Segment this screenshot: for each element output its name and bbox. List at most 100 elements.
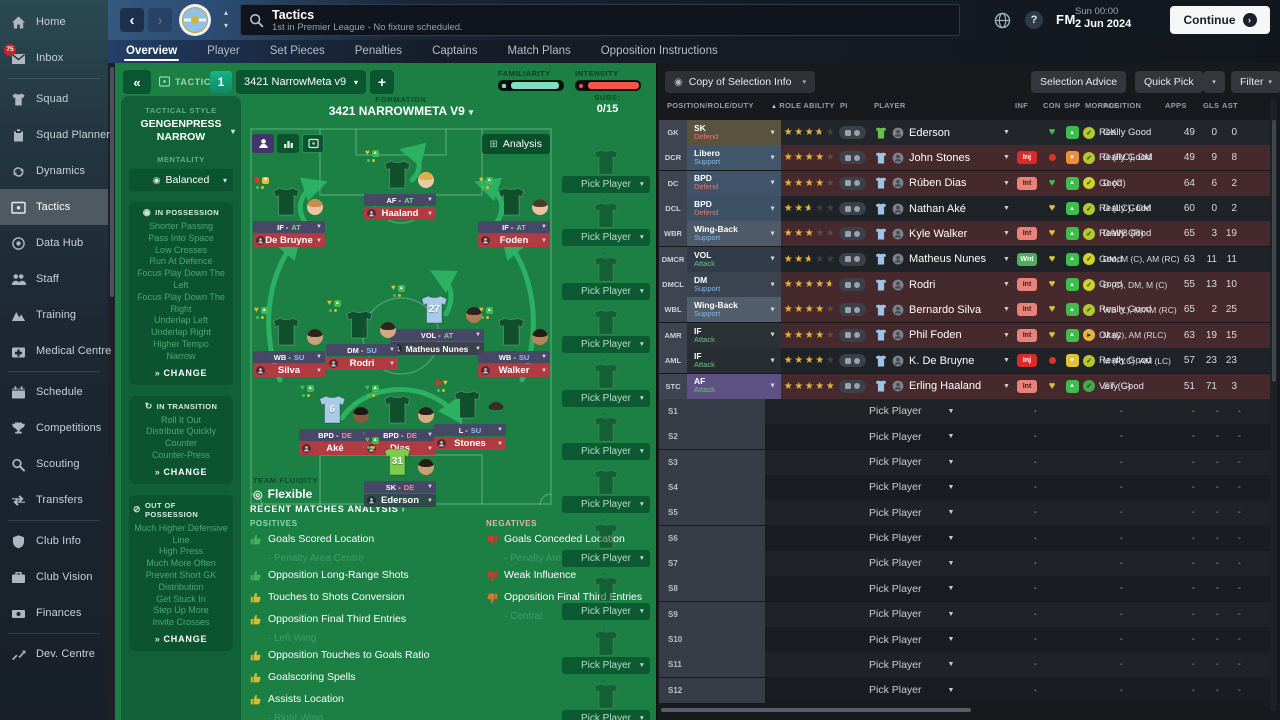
player-name[interactable]: Phil Foden xyxy=(909,329,962,342)
player-name-dropdown[interactable]: Matheus Nunes ▼ xyxy=(390,342,484,355)
player-name-dropdown[interactable]: Silva ▼ xyxy=(253,364,325,377)
tactical-style-dropdown[interactable]: GENGENPRESS NARROW ▾ xyxy=(140,118,235,143)
player-name[interactable]: Rodri xyxy=(909,278,936,291)
pick-player-dropdown[interactable]: Pick Player ▼ xyxy=(869,658,955,671)
sidebar-item-squad-planner[interactable]: Squad Planner xyxy=(0,117,110,153)
pick-player-dropdown[interactable]: Pick Player ▼ xyxy=(869,481,955,494)
sidebar-item-tactics[interactable]: Tactics xyxy=(0,189,108,225)
player-name[interactable]: Ederson xyxy=(909,126,950,139)
role-duty-dropdown[interactable]: AF Attack ▼ xyxy=(687,373,781,399)
sidebar-item-squad[interactable]: Squad xyxy=(0,81,108,117)
pick-player-dropdown[interactable]: Pick Player ▼ xyxy=(869,633,955,646)
pick-player-dropdown[interactable]: Pick Player ▼ xyxy=(562,656,650,674)
column-header-apps[interactable]: APPS xyxy=(1165,101,1187,110)
role-duty-dropdown[interactable]: BPD Defend ▼ xyxy=(687,170,781,196)
player-role-dropdown[interactable]: IF - AT ▼ xyxy=(478,221,550,233)
tab-match-plans[interactable]: Match Plans xyxy=(507,44,571,57)
selection-advice-button[interactable]: Selection Advice xyxy=(1031,71,1127,93)
player-name-dropdown[interactable]: Foden ▼ xyxy=(478,234,550,247)
role-duty-dropdown[interactable]: SK Defend ▼ xyxy=(687,120,781,145)
pick-player-dropdown[interactable]: Pick Player ▼ xyxy=(562,389,650,407)
sidebar-item-club-info[interactable]: Club Info xyxy=(0,523,108,559)
player-name[interactable]: Bernardo Silva xyxy=(909,303,982,316)
sidebar-item-staff[interactable]: Staff xyxy=(0,261,108,297)
sidebar-scrollbar[interactable] xyxy=(108,63,115,720)
column-header-shp[interactable]: SHP xyxy=(1064,101,1081,110)
column-header-gls[interactable]: GLS xyxy=(1203,101,1220,110)
quick-pick-button[interactable]: Quick Pick xyxy=(1135,71,1203,93)
tactic-slot-badge[interactable]: 1 xyxy=(210,71,232,93)
column-header-ast[interactable]: AST xyxy=(1222,101,1238,110)
column-header-position[interactable]: POSITION xyxy=(1103,101,1142,110)
add-tactic-button[interactable]: + xyxy=(370,70,394,94)
player-instructions-cell[interactable] xyxy=(839,323,869,348)
view-selector-dropdown[interactable]: ◉ Copy of Selection Info ▾ xyxy=(665,71,815,93)
table-vertical-scrollbar[interactable] xyxy=(1270,99,1277,711)
player-instructions-cell[interactable] xyxy=(839,348,869,373)
sidebar-item-club-vision[interactable]: Club Vision xyxy=(0,559,108,595)
pick-player-dropdown[interactable]: Pick Player ▼ xyxy=(562,229,650,247)
player-role-dropdown[interactable]: SK - DE ▼ xyxy=(364,481,436,493)
pick-player-dropdown[interactable]: Pick Player ▼ xyxy=(869,456,955,469)
board-view-button[interactable] xyxy=(302,134,324,153)
sidebar-item-dev-centre[interactable]: Dev. Centre xyxy=(0,636,108,672)
pick-player-dropdown[interactable]: Pick Player ▼ xyxy=(869,582,955,595)
club-crest[interactable] xyxy=(178,3,212,37)
player-instructions-cell[interactable] xyxy=(839,145,869,170)
tactic-preset-dropdown[interactable]: 3421 NarrowMeta v9 ▾ xyxy=(236,70,366,94)
column-header-position-role-duty[interactable]: POSITION/ROLE/DUTY xyxy=(667,101,754,110)
pick-player-dropdown[interactable]: Pick Player ▼ xyxy=(562,496,650,514)
pick-player-dropdown[interactable]: Pick Player ▼ xyxy=(869,532,955,545)
player-name-dropdown[interactable]: Walker ▼ xyxy=(478,364,550,377)
player-name-dropdown[interactable]: Aké▼ xyxy=(299,442,371,455)
sidebar-item-scouting[interactable]: Scouting xyxy=(0,446,108,482)
role-duty-dropdown[interactable]: Wing-Back Support ▼ xyxy=(687,221,781,247)
player-name-dropdown[interactable]: Stones ▼ xyxy=(434,437,506,450)
player-name[interactable]: Nathan Aké xyxy=(909,202,966,215)
pick-player-dropdown[interactable]: Pick Player ▼ xyxy=(562,443,650,460)
sidebar-item-competitions[interactable]: Competitions xyxy=(0,410,108,446)
change-instructions-button[interactable]: » CHANGE xyxy=(154,367,208,378)
player-role-dropdown[interactable]: VOL - AT ▼ xyxy=(390,329,484,341)
panel-collapse-chevrons[interactable]: ▴ ▾ xyxy=(224,8,229,30)
player-name[interactable]: Erling Haaland xyxy=(909,380,982,392)
sidebar-item-home[interactable]: Home xyxy=(0,4,108,40)
column-header-pi[interactable]: PI xyxy=(840,101,848,110)
player-name[interactable]: John Stones xyxy=(909,151,971,164)
player-role-dropdown[interactable]: BPD -DE▼ xyxy=(299,429,371,441)
back-button[interactable]: ‹ xyxy=(120,8,144,32)
tab-opposition-instructions[interactable]: Opposition Instructions xyxy=(600,44,718,57)
role-duty-dropdown[interactable]: Libero Support ▼ xyxy=(687,145,781,171)
continue-button[interactable]: Continue › xyxy=(1170,6,1270,34)
sidebar-item-data-hub[interactable]: Data Hub xyxy=(0,225,108,261)
tab-captains[interactable]: Captains xyxy=(432,44,478,57)
role-duty-dropdown[interactable]: IF Attack ▼ xyxy=(687,348,781,374)
player-role-dropdown[interactable]: IF - AT ▼ xyxy=(253,221,325,233)
player-view-button[interactable] xyxy=(252,134,274,153)
player-role-dropdown[interactable]: WB - SU ▼ xyxy=(478,351,550,363)
change-instructions-button[interactable]: » CHANGE xyxy=(154,466,208,477)
pick-player-dropdown[interactable]: Pick Player ▼ xyxy=(562,549,650,567)
fm-logo[interactable]: FM xyxy=(1056,12,1076,27)
pick-player-dropdown[interactable]: Pick Player ▼ xyxy=(869,684,955,697)
filter-button[interactable]: Filter ▾ xyxy=(1231,71,1280,93)
player-role-dropdown[interactable]: BPD -DE▼ xyxy=(364,429,436,441)
collapse-panel-button[interactable]: « xyxy=(123,70,151,94)
column-header-morale[interactable]: MORALE xyxy=(1085,101,1120,110)
player-instructions-cell[interactable] xyxy=(839,171,869,196)
pick-player-dropdown[interactable]: Pick Player ▼ xyxy=(562,282,650,300)
world-icon[interactable] xyxy=(992,10,1012,30)
pick-player-dropdown[interactable]: Pick Player ▼ xyxy=(869,405,955,418)
help-icon[interactable]: ? xyxy=(1025,11,1043,29)
analysis-button[interactable]: ⊞ Analysis xyxy=(481,134,550,154)
player-name[interactable]: Matheus Nunes xyxy=(909,253,987,266)
column-header-player[interactable]: PLAYER xyxy=(874,101,906,110)
forward-button[interactable]: › xyxy=(148,8,172,32)
role-duty-dropdown[interactable]: IF Attack ▼ xyxy=(687,322,781,348)
player-name-dropdown[interactable]: Rodri ▼ xyxy=(326,357,398,370)
player-role-dropdown[interactable]: L - SU ▼ xyxy=(434,424,506,436)
player-instructions-cell[interactable] xyxy=(839,297,869,322)
role-duty-dropdown[interactable]: DM Support ▼ xyxy=(687,272,781,298)
tab-overview[interactable]: Overview xyxy=(124,42,180,62)
quick-pick-options-button[interactable]: ▾ xyxy=(1203,71,1225,93)
